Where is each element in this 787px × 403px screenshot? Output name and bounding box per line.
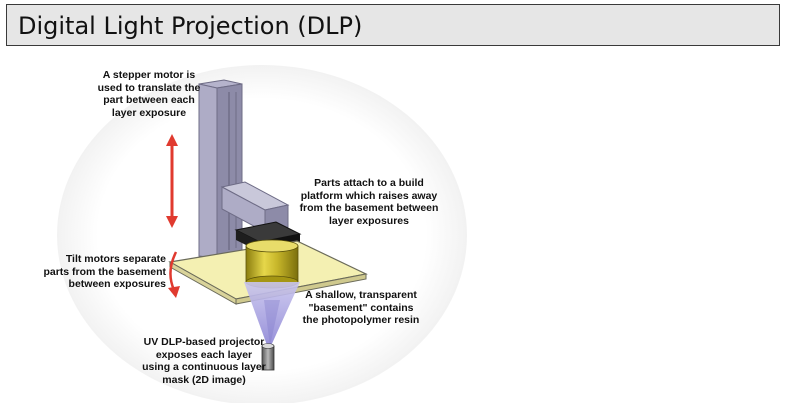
label-line: Parts attach to a build	[294, 177, 444, 190]
label-line: using a continuous layer	[142, 361, 266, 374]
label-line: between exposures	[30, 278, 166, 291]
label-line: exposes each layer	[142, 349, 266, 362]
label-line: A shallow, transparent	[294, 289, 428, 302]
label-line: layer exposures	[294, 215, 444, 228]
label-projector: UV DLP-based projector exposes each laye…	[142, 336, 266, 386]
label-basement: A shallow, transparent "basement" contai…	[294, 289, 428, 327]
label-line: used to translate the	[84, 82, 214, 95]
label-tilt-motors: Tilt motors separate parts from the base…	[30, 253, 166, 291]
label-line: UV DLP-based projector	[142, 336, 266, 349]
label-line: "basement" contains	[294, 302, 428, 315]
label-line: part between each	[84, 94, 214, 107]
label-line: layer exposure	[84, 107, 214, 120]
label-line: platform which raises away	[294, 190, 444, 203]
label-build-platform: Parts attach to a build platform which r…	[294, 177, 444, 227]
label-stepper-motor: A stepper motor is used to translate the…	[84, 69, 214, 119]
label-line: parts from the basement	[30, 266, 166, 279]
label-line: from the basement between	[294, 202, 444, 215]
label-line: the photopolymer resin	[294, 314, 428, 327]
label-line: mask (2D image)	[142, 374, 266, 387]
label-line: Tilt motors separate	[30, 253, 166, 266]
label-line: A stepper motor is	[84, 69, 214, 82]
printed-part	[246, 240, 298, 288]
